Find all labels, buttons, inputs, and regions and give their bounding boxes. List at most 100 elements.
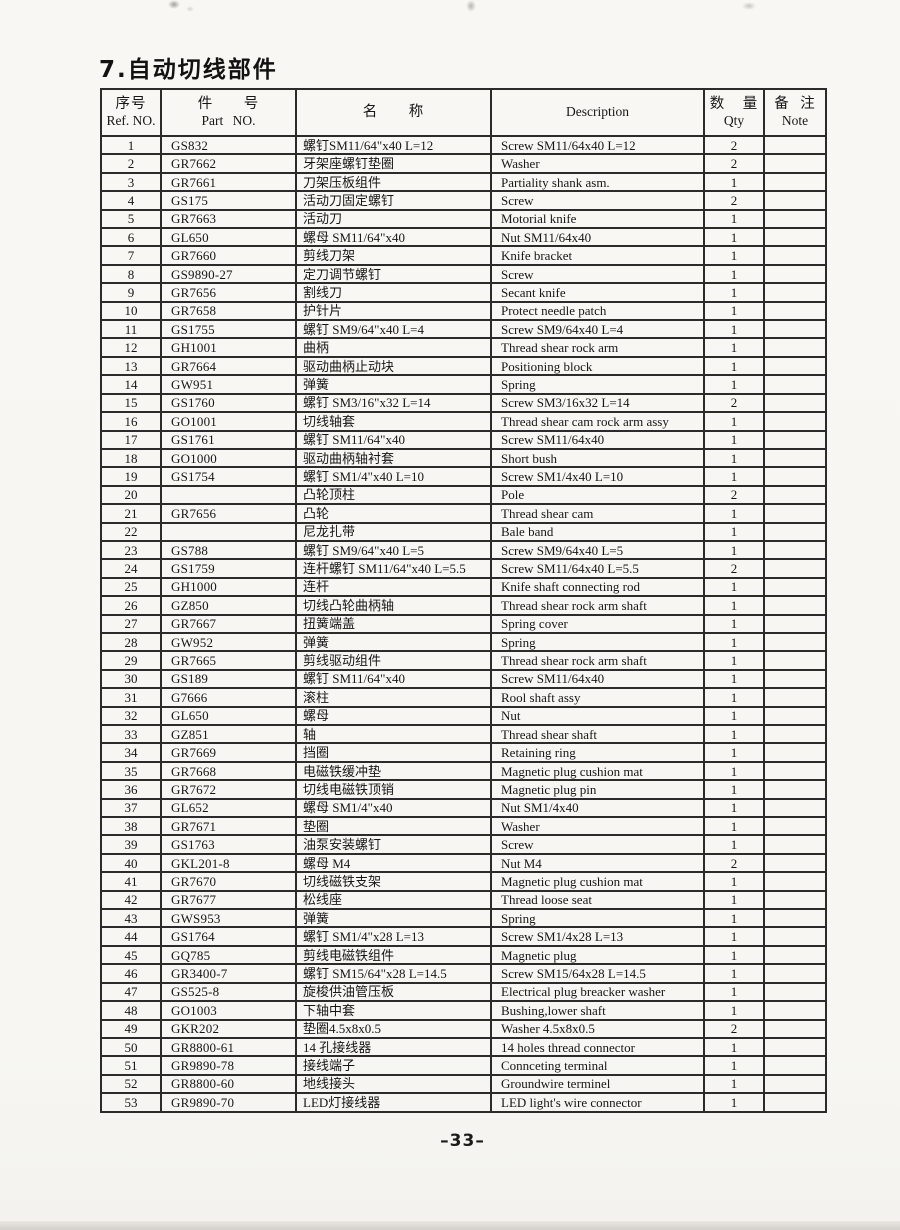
cell-name: 弹簧	[295, 908, 492, 929]
cell-note	[763, 411, 827, 432]
cell-part-no: GR7668	[160, 760, 297, 782]
table-row: 25 GH1000 连杆 Knife shaft connecting rod 1	[100, 576, 827, 598]
cell-qty: 1	[703, 981, 765, 1003]
col-header-note-en: Note	[781, 113, 809, 129]
table-row: 4 GS175 活动刀固定螺钉 Screw 2	[100, 190, 827, 211]
cell-note	[763, 539, 827, 561]
cell-name: 驱动曲柄轴衬套	[295, 447, 492, 469]
cell-note	[763, 521, 827, 542]
cell-name: 牙架座螺钉垫圈	[295, 153, 492, 174]
cell-note	[763, 319, 827, 340]
cell-qty: 1	[703, 779, 765, 800]
cell-name: 螺钉 SM11/64"x40	[295, 668, 492, 690]
table-row: 28 GW952 弹簧 Spring 1	[100, 631, 827, 653]
cell-description: Nut	[490, 705, 705, 727]
cell-note	[763, 263, 827, 285]
cell-ref-no: 46	[100, 963, 162, 984]
cell-name: 螺钉 SM3/16"x32 L=14	[295, 392, 492, 414]
cell-description: Motorial knife	[490, 208, 705, 230]
cell-ref-no: 22	[100, 521, 162, 542]
cell-description: Spring	[490, 631, 705, 653]
table-row: 1 GS832 螺钉SM11/64"x40 L=12 Screw SM11/64x40…	[100, 134, 827, 156]
cell-qty: 1	[703, 521, 765, 542]
cell-ref-no: 38	[100, 816, 162, 837]
cell-ref-no: 12	[100, 337, 162, 358]
cell-note	[763, 834, 827, 855]
cell-note	[763, 779, 827, 800]
cell-ref-no: 26	[100, 595, 162, 616]
cell-note	[763, 797, 827, 819]
cell-qty: 1	[703, 1073, 765, 1095]
col-header-qty: 数 量 Qty	[703, 88, 765, 137]
cell-ref-no: 34	[100, 742, 162, 763]
cell-qty: 1	[703, 944, 765, 966]
scan-smudge	[168, 0, 180, 9]
cell-part-no: GS788	[160, 539, 297, 561]
cell-note	[763, 392, 827, 414]
col-header-part-no: 件 号 Part NO.	[160, 88, 297, 137]
cell-name: 螺钉 SM1/4"x28 L=13	[295, 926, 492, 947]
table-row: 8 GS9890-27 定刀调节螺钉 Screw 1	[100, 263, 827, 285]
cell-part-no: GO1001	[160, 411, 297, 432]
cell-qty: 1	[703, 631, 765, 653]
cell-description: Thread shear rock arm shaft	[490, 650, 705, 671]
cell-ref-no: 50	[100, 1036, 162, 1058]
cell-qty: 1	[703, 650, 765, 671]
table-row: 3 GR7661 刀架压板组件 Partiality shank asm. 1	[100, 171, 827, 193]
col-header-description-en: Description	[566, 104, 629, 120]
cell-part-no: GW951	[160, 374, 297, 395]
table-row: 46 GR3400-7 螺钉 SM15/64"x28 L=14.5 Screw SM1…	[100, 963, 827, 984]
cell-note	[763, 1036, 827, 1058]
table-row: 35 GR7668 电磁铁缓冲垫 Magnetic plug cushion mat 1	[100, 760, 827, 782]
cell-name: 垫圈4.5x8x0.5	[295, 1018, 492, 1039]
cell-name: 切线电磁铁顶销	[295, 779, 492, 800]
cell-note	[763, 282, 827, 303]
cell-description: Retaining ring	[490, 742, 705, 763]
cell-description: Thread shear cam rock arm assy	[490, 411, 705, 432]
cell-name: 切线轴套	[295, 411, 492, 432]
page-number: –33–	[440, 1131, 485, 1151]
cell-part-no: GKL201-8	[160, 852, 297, 874]
table-row: 11 GS1755 螺钉 SM9/64"x40 L=4 Screw SM9/64x40…	[100, 319, 827, 340]
cell-note	[763, 631, 827, 653]
col-header-qty-en: Qty	[723, 113, 745, 129]
table-row: 23 GS788 螺钉 SM9/64"x40 L=5 Screw SM9/64x40 …	[100, 539, 827, 561]
cell-description: Screw SM11/64x40	[490, 668, 705, 690]
cell-qty: 1	[703, 503, 765, 524]
cell-part-no: GS1754	[160, 466, 297, 487]
cell-note	[763, 374, 827, 395]
cell-qty: 2	[703, 1018, 765, 1039]
cell-name: 活动刀固定螺钉	[295, 190, 492, 211]
cell-name: 螺母 SM1/4"x40	[295, 797, 492, 819]
cell-name: 弹簧	[295, 374, 492, 395]
cell-ref-no: 17	[100, 429, 162, 450]
cell-qty: 1	[703, 687, 765, 708]
cell-description: Screw SM11/64x40	[490, 429, 705, 450]
col-header-qty-cn: 数 量	[709, 96, 759, 112]
cell-note	[763, 742, 827, 763]
cell-part-no: GL650	[160, 227, 297, 248]
cell-part-no: GZ851	[160, 723, 297, 745]
header-row: 序号 Ref. NO. 件 号 Part NO. 名 称 Description…	[100, 88, 827, 137]
cell-description: Groundwire terminel	[490, 1073, 705, 1095]
cell-description: Electrical plug breacker washer	[490, 981, 705, 1003]
cell-part-no: GS175	[160, 190, 297, 211]
table-row: 42 GR7677 松线座 Thread loose seat 1	[100, 889, 827, 911]
table-row: 26 GZ850 切线凸轮曲柄轴 Thread shear rock arm shaf…	[100, 595, 827, 616]
cell-ref-no: 9	[100, 282, 162, 303]
cell-note	[763, 871, 827, 892]
cell-note	[763, 687, 827, 708]
cell-note	[763, 447, 827, 469]
cell-name: 活动刀	[295, 208, 492, 230]
cell-part-no: GW952	[160, 631, 297, 653]
cell-ref-no: 49	[100, 1018, 162, 1039]
scan-edge-band	[0, 1221, 900, 1230]
cell-description: Magnetic plug cushion mat	[490, 760, 705, 782]
cell-name: 螺钉SM11/64"x40 L=12	[295, 134, 492, 156]
scan-smudge	[186, 6, 194, 12]
cell-description: Screw	[490, 834, 705, 855]
cell-description: Nut SM1/4x40	[490, 797, 705, 819]
cell-note	[763, 484, 827, 506]
table-row: 34 GR7669 挡圈 Retaining ring 1	[100, 742, 827, 763]
cell-ref-no: 29	[100, 650, 162, 671]
